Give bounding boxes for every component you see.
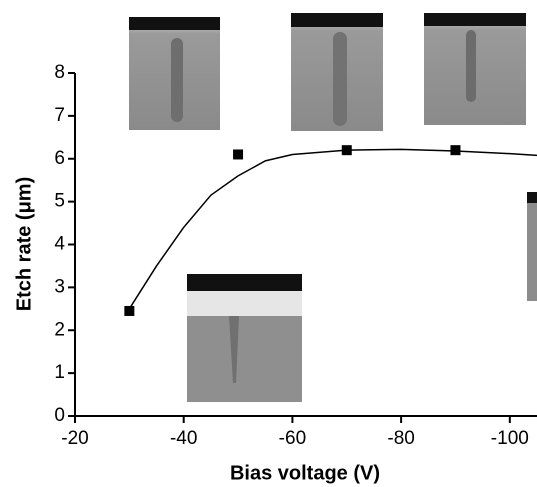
sem-inset [291, 13, 383, 131]
y-tick-label: 3 [54, 276, 65, 297]
sem-inset [187, 274, 302, 402]
x-axis-title: Bias voltage (V) [230, 462, 380, 484]
y-tick-label: 1 [54, 362, 65, 383]
x-tick-label: -40 [170, 428, 197, 449]
y-tick-label: 2 [54, 319, 65, 340]
y-tick-label: 8 [54, 62, 65, 83]
y-axis-title: Etch rate (μm) [13, 177, 35, 311]
plot-area: 0 1 2 3 4 5 6 7 8 -20 -40 -60 -80 -100 Bias voltage (V… [13, 62, 537, 484]
y-tick-label: 6 [54, 148, 65, 169]
data-point [233, 149, 244, 160]
y-tick-label: 4 [54, 234, 65, 255]
y-tick-label: 5 [54, 191, 65, 212]
x-tick-label: -80 [387, 428, 414, 449]
y-tick-label: 0 [54, 405, 65, 426]
data-point [450, 145, 461, 156]
x-tick-label: -20 [61, 428, 88, 449]
x-tick-label: -60 [279, 428, 306, 449]
sem-inset [129, 17, 220, 130]
sem-inset [424, 13, 526, 125]
fit-line [128, 148, 537, 310]
data-point [124, 305, 135, 316]
sem-inset [527, 192, 537, 301]
y-tick-label: 7 [54, 105, 65, 126]
x-tick-label: -100 [491, 428, 529, 449]
